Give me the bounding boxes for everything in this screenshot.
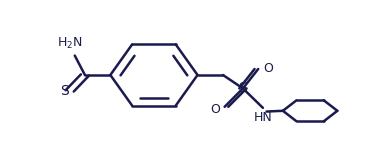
Text: HN: HN <box>254 111 272 124</box>
Text: S: S <box>60 84 68 98</box>
Text: O: O <box>264 63 273 75</box>
Text: O: O <box>210 103 220 116</box>
Text: S: S <box>239 81 247 95</box>
Text: H$_2$N: H$_2$N <box>56 36 82 51</box>
